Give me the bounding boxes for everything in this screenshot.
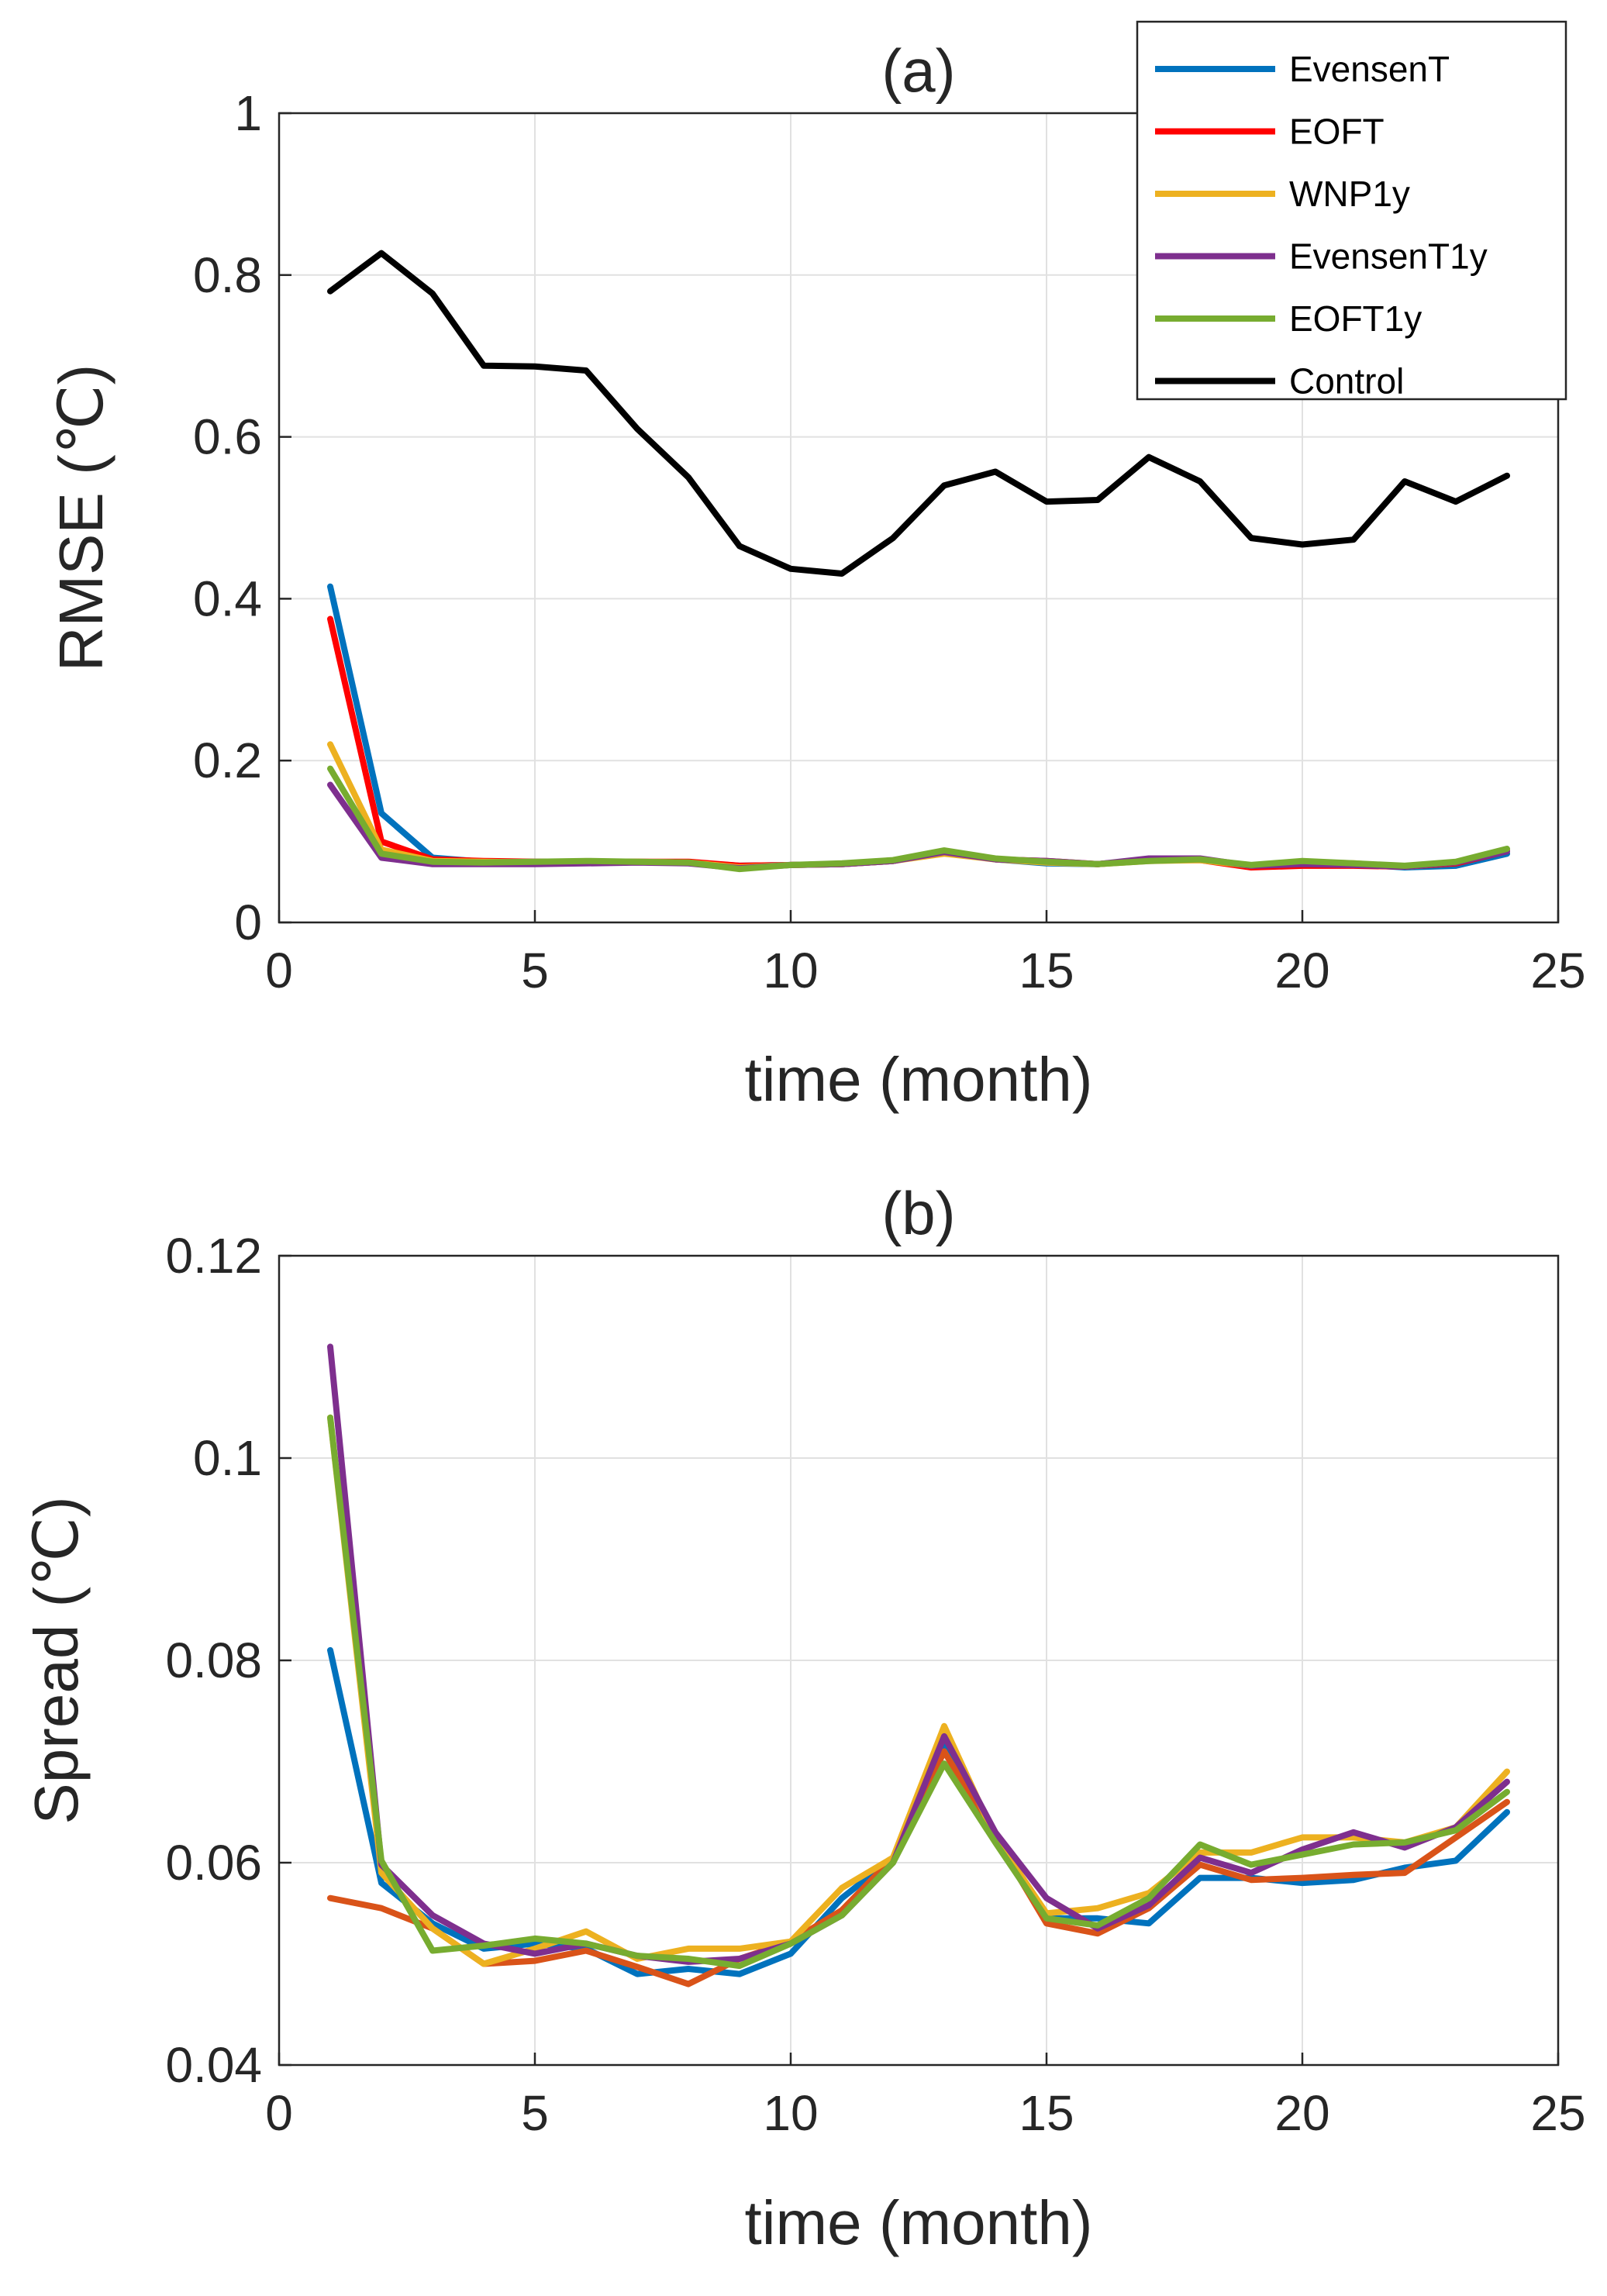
- series-line-eoft: [327, 615, 1510, 870]
- legend-label-evensent1y: EvensenT1y: [1289, 236, 1488, 277]
- x-tick-label: 20: [1274, 943, 1329, 998]
- y-tick-label: 0.12: [165, 1228, 262, 1284]
- x-tick-label: 5: [521, 2085, 549, 2141]
- y-tick-label: 0: [234, 895, 262, 950]
- x-tick-label: 10: [763, 2085, 818, 2141]
- x-tick-label: 0: [265, 943, 293, 998]
- panel-a-legend: EvensenT EOFT WNP1y EvensenT1y EOFT1y Control: [1136, 20, 1567, 402]
- panel-a-title: (a): [881, 36, 955, 105]
- y-tick-label: 0.08: [165, 1632, 262, 1688]
- series-line-eoft1y: [327, 1414, 1510, 1970]
- panel-b-x-axis-label: time (month): [745, 2188, 1093, 2257]
- series-line-wnp1y: [327, 741, 1510, 870]
- y-tick-label: 0.2: [193, 733, 262, 788]
- panel-b-spread: 0 5 10 15 20 25 0.04 0.06 0.08 0.1 0.12 (b) time (…: [22, 1179, 1586, 2257]
- panel-b-ticks: 0 5 10 15 20 25 0.04 0.06 0.08 0.1 0.12: [165, 1228, 1585, 2141]
- series-line-evensent: [327, 583, 1510, 870]
- panel-a-series: [327, 250, 1510, 873]
- y-tick-label: 0.04: [165, 2037, 262, 2093]
- panel-a-x-axis-label: time (month): [745, 1045, 1093, 1114]
- x-tick-label: 0: [265, 2085, 293, 2141]
- legend-label-control: Control: [1289, 361, 1404, 402]
- y-tick-label: 0.8: [193, 247, 262, 303]
- x-tick-label: 20: [1274, 2085, 1329, 2141]
- panel-a-y-axis-label: RMSE (℃): [47, 364, 116, 671]
- y-tick-label: 1: [234, 85, 262, 141]
- panel-a-ticks: 0 5 10 15 20 25 0 0.2 0.4 0.6 0.8 1: [193, 85, 1586, 998]
- y-tick-label: 0.6: [193, 409, 262, 465]
- panel-a-rmse: 0 5 10 15 20 25 0 0.2 0.4 0.6 0.8 1 (a) time (month…: [47, 20, 1586, 1114]
- panel-b-series: [327, 1343, 1510, 1987]
- panel-b-y-axis-label: Spread (℃): [22, 1496, 91, 1824]
- legend-label-wnp1y: WNP1y: [1289, 174, 1410, 214]
- series-line-evensent1y: [327, 1343, 1510, 1965]
- y-tick-label: 0.4: [193, 571, 262, 626]
- x-tick-label: 25: [1530, 2085, 1585, 2141]
- x-tick-label: 15: [1019, 943, 1074, 998]
- legend-items: EvensenT EOFT WNP1y EvensenT1y EOFT1y Control: [1155, 49, 1488, 402]
- x-tick-label: 15: [1019, 2085, 1074, 2141]
- y-tick-label: 0.1: [193, 1430, 262, 1486]
- panel-b-title: (b): [881, 1179, 955, 1247]
- x-tick-label: 25: [1530, 943, 1585, 998]
- legend-label-eoft: EOFT: [1289, 112, 1385, 152]
- legend-box: [1136, 20, 1567, 401]
- x-tick-label: 5: [521, 943, 549, 998]
- legend-label-eoft1y: EOFT1y: [1289, 298, 1422, 339]
- series-line-eoft1y: [327, 765, 1510, 873]
- legend-label-evensent: EvensenT: [1289, 49, 1450, 89]
- series-line-control: [327, 250, 1510, 577]
- panel-a-axes-frame: [278, 112, 1560, 924]
- x-tick-label: 10: [763, 943, 818, 998]
- y-tick-label: 0.06: [165, 1835, 262, 1891]
